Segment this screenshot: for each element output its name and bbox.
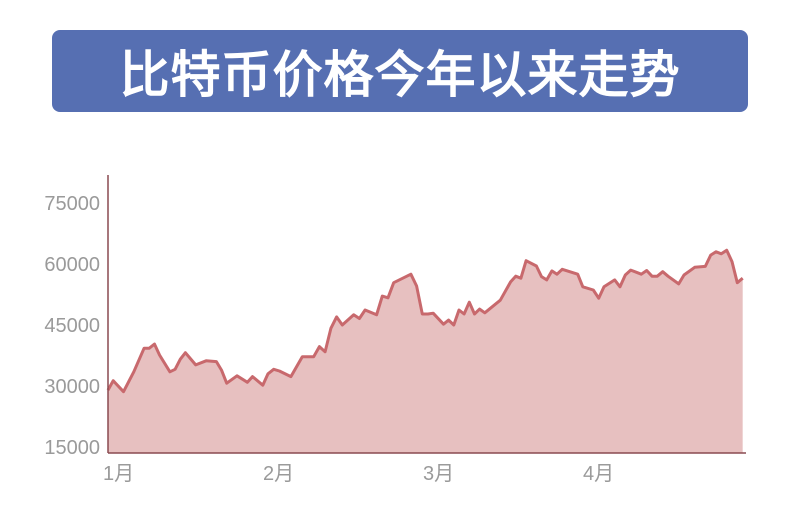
price-line bbox=[106, 248, 744, 394]
price-area bbox=[108, 250, 743, 453]
chart-title-banner: 比特币价格今年以来走势 bbox=[52, 30, 748, 112]
x-tick-label: 4月 bbox=[583, 463, 614, 485]
x-tick-label: 1月 bbox=[103, 463, 134, 485]
y-tick-label: 60000 bbox=[44, 254, 100, 276]
y-tick-label: 30000 bbox=[44, 376, 100, 398]
y-tick-label: 15000 bbox=[44, 437, 100, 459]
chart-title: 比特币价格今年以来走势 bbox=[119, 46, 681, 104]
y-tick-label: 75000 bbox=[44, 193, 100, 215]
x-tick-label: 3月 bbox=[423, 463, 454, 485]
x-tick-label: 2月 bbox=[263, 463, 294, 485]
y-tick-label: 45000 bbox=[44, 315, 100, 337]
